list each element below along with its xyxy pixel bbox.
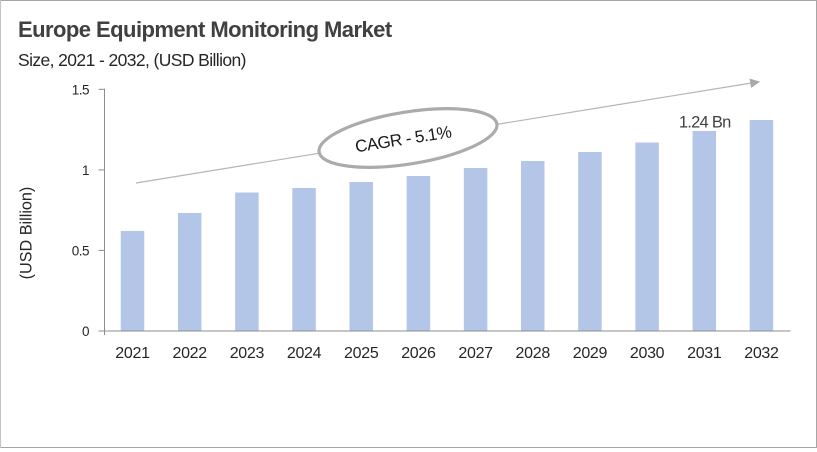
svg-text:1: 1 (82, 163, 89, 178)
svg-text:2026: 2026 (401, 345, 436, 362)
svg-text:2030: 2030 (630, 345, 665, 362)
svg-text:1.24 Bn: 1.24 Bn (679, 114, 731, 132)
svg-text:(USD Billion): (USD Billion) (18, 187, 36, 280)
svg-text:2027: 2027 (458, 345, 493, 362)
svg-text:2028: 2028 (516, 345, 551, 362)
svg-text:2025: 2025 (344, 345, 379, 362)
svg-text:2032: 2032 (744, 345, 779, 362)
svg-text:0.5: 0.5 (72, 244, 89, 259)
svg-text:0: 0 (82, 324, 89, 339)
svg-text:2022: 2022 (172, 345, 207, 362)
svg-text:2029: 2029 (573, 345, 608, 362)
svg-text:2031: 2031 (687, 345, 722, 362)
svg-text:2023: 2023 (230, 345, 265, 362)
svg-text:2021: 2021 (115, 345, 150, 362)
svg-text:2024: 2024 (287, 345, 322, 362)
svg-text:1.5: 1.5 (72, 83, 89, 98)
